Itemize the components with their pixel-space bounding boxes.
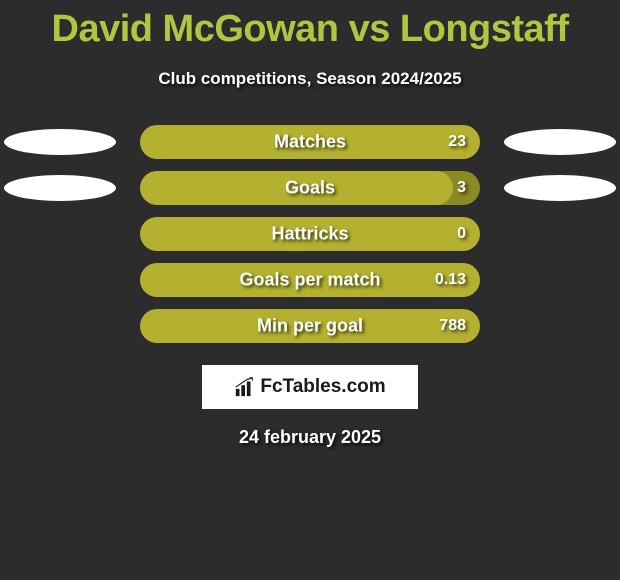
stat-row: Hattricks0 xyxy=(0,217,620,251)
stat-value: 0.13 xyxy=(435,271,466,289)
stats-area: Matches23 Goals3 Hattricks0 Goals per match… xyxy=(0,125,620,343)
stat-bar: Hattricks0 xyxy=(140,217,480,251)
page-title: David McGowan vs Longstaff xyxy=(0,0,620,51)
player-left-oval xyxy=(4,129,116,155)
stat-bar-fill xyxy=(140,217,480,251)
stat-bar-fill xyxy=(140,171,453,205)
stat-row: Goals per match0.13 xyxy=(0,263,620,297)
stat-bar-fill xyxy=(140,263,480,297)
stat-row: Goals3 xyxy=(0,171,620,205)
stat-value: 3 xyxy=(457,179,466,197)
stat-value: 788 xyxy=(439,317,466,335)
stat-row: Matches23 xyxy=(0,125,620,159)
player-right-oval xyxy=(504,175,616,201)
chart-icon xyxy=(234,376,256,398)
stat-bar-fill xyxy=(140,309,480,343)
stat-bar-fill xyxy=(140,125,480,159)
stat-bar: Matches23 xyxy=(140,125,480,159)
subtitle: Club competitions, Season 2024/2025 xyxy=(0,69,620,89)
stat-value: 0 xyxy=(457,225,466,243)
stat-bar: Goals3 xyxy=(140,171,480,205)
player-left-oval xyxy=(4,175,116,201)
stat-bar: Goals per match0.13 xyxy=(140,263,480,297)
stat-bar: Min per goal788 xyxy=(140,309,480,343)
stat-row: Min per goal788 xyxy=(0,309,620,343)
player-right-oval xyxy=(504,129,616,155)
logo-box: FcTables.com xyxy=(202,365,418,409)
stat-value: 23 xyxy=(448,133,466,151)
date-label: 24 february 2025 xyxy=(0,427,620,448)
logo-text: FcTables.com xyxy=(260,376,385,398)
